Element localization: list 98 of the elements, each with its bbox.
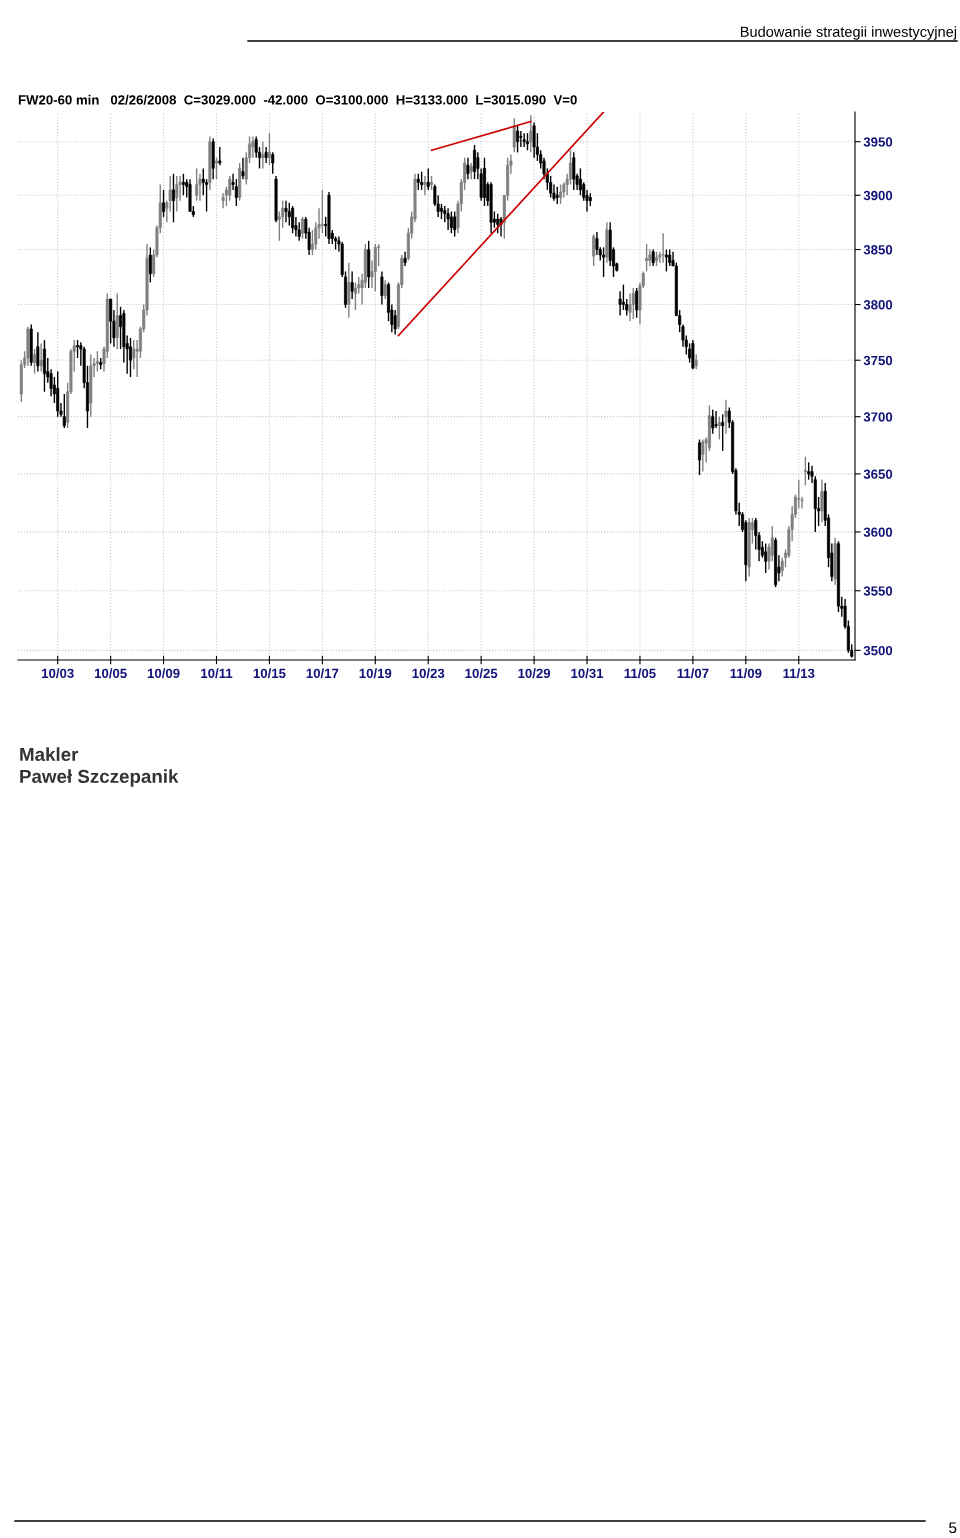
y-tick-label: 3550	[863, 586, 893, 596]
x-tick-label: 11/13	[783, 668, 815, 679]
candlestick	[251, 135, 255, 159]
y-tick-label: 3600	[863, 527, 893, 537]
candlestick	[148, 246, 152, 284]
candlestick	[95, 350, 99, 373]
text: Makler	[20, 747, 79, 762]
candlestick	[449, 210, 453, 234]
candlestick	[532, 121, 536, 159]
candlestick	[602, 246, 606, 278]
chart-title: FW20-60 min 02/26/2008 C=3029.000 -42.000 O=3100.000 H=3133.000 L=3015.090 V=0	[18, 94, 577, 105]
x-tick-label: 10/19	[359, 668, 392, 679]
x-tick-label: 10/17	[306, 668, 339, 679]
candlestick	[631, 287, 635, 320]
y-tick-label: 3950	[863, 137, 893, 147]
candlestick	[301, 216, 305, 240]
candlestick	[181, 173, 185, 196]
candlestick	[128, 337, 132, 378]
candlestick	[664, 248, 668, 273]
y-tick-label: 3700	[863, 412, 893, 422]
y-tick-label: 3750	[863, 355, 893, 366]
candlestick	[393, 309, 397, 336]
candlestick	[764, 542, 768, 574]
candlestick	[287, 202, 291, 227]
candlestick	[592, 233, 596, 267]
candlestick	[380, 270, 384, 306]
candlestick	[320, 189, 324, 234]
text: 5	[949, 1522, 957, 1534]
candlestick	[218, 146, 222, 166]
text: Paweł Szczepanik	[20, 769, 179, 787]
candlestick	[297, 221, 301, 242]
x-tick-label: 10/15	[253, 668, 286, 679]
candlestick	[171, 173, 175, 224]
y-tick-label: 3650	[863, 469, 893, 479]
x-tick-label: 10/03	[42, 668, 74, 679]
x-tick-label: 11/09	[730, 668, 762, 679]
candlestick	[383, 279, 387, 300]
candlestick	[162, 189, 166, 218]
x-tick-label: 10/23	[412, 668, 445, 679]
candlestick	[284, 199, 288, 224]
candlestick	[423, 175, 427, 196]
x-tick-label: 11/05	[624, 668, 656, 679]
candlestick	[39, 342, 43, 373]
x-tick-label: 11/07	[677, 668, 709, 679]
x-tick-label: 10/11	[201, 668, 233, 679]
candlestick	[195, 167, 199, 202]
candlestick	[661, 232, 665, 264]
candlestick	[353, 281, 357, 311]
candlestick	[264, 146, 268, 164]
candlestick	[214, 157, 219, 180]
text: Budowanie strategii inwestycyjnej	[740, 26, 957, 40]
candlestick	[403, 251, 407, 267]
candlestick	[241, 157, 245, 180]
candlestick	[347, 261, 351, 319]
candlestick	[635, 287, 639, 319]
candlestick	[803, 455, 807, 487]
candlestick	[426, 167, 430, 191]
candlestick	[234, 178, 238, 207]
candlestick	[496, 212, 500, 234]
candlestick	[595, 231, 599, 256]
candlestick	[717, 415, 721, 441]
candlestick	[701, 438, 705, 473]
x-tick-label: 10/09	[147, 668, 180, 679]
candlestick	[175, 175, 179, 213]
candlestick	[271, 151, 275, 175]
candlestick	[420, 170, 424, 191]
candlestick	[291, 205, 295, 234]
candlestick	[654, 251, 659, 267]
candlestick	[119, 306, 123, 350]
x-tick-label: 10/05	[94, 668, 127, 679]
candlestick	[711, 409, 715, 435]
x-tick-label: 10/31	[571, 668, 604, 679]
candlestick	[473, 144, 477, 180]
candlestick	[115, 292, 119, 350]
candlestick	[62, 393, 66, 429]
candlestick	[56, 370, 60, 418]
candlestick	[529, 114, 533, 154]
y-tick-label: 3850	[863, 245, 893, 255]
candlestick	[453, 210, 457, 238]
candlestick	[109, 298, 113, 345]
candlestick	[350, 270, 354, 300]
candlestick	[261, 141, 265, 170]
candlestick	[516, 125, 520, 154]
y-tick-label: 3500	[863, 645, 893, 656]
y-tick-label: 3800	[863, 300, 893, 310]
candlestick	[33, 348, 37, 375]
candlestick	[714, 410, 718, 429]
y-tick-label: 3900	[863, 190, 893, 201]
candlestick	[512, 117, 516, 154]
candlestick	[36, 331, 40, 373]
candlestick	[698, 438, 702, 476]
candlestick	[228, 175, 232, 202]
candlestick	[820, 478, 824, 524]
candlestick	[721, 413, 725, 452]
candlestick	[522, 132, 526, 148]
x-tick-label: 10/25	[465, 668, 498, 679]
candlestick	[519, 130, 523, 148]
x-tick-label: 10/29	[518, 668, 551, 679]
